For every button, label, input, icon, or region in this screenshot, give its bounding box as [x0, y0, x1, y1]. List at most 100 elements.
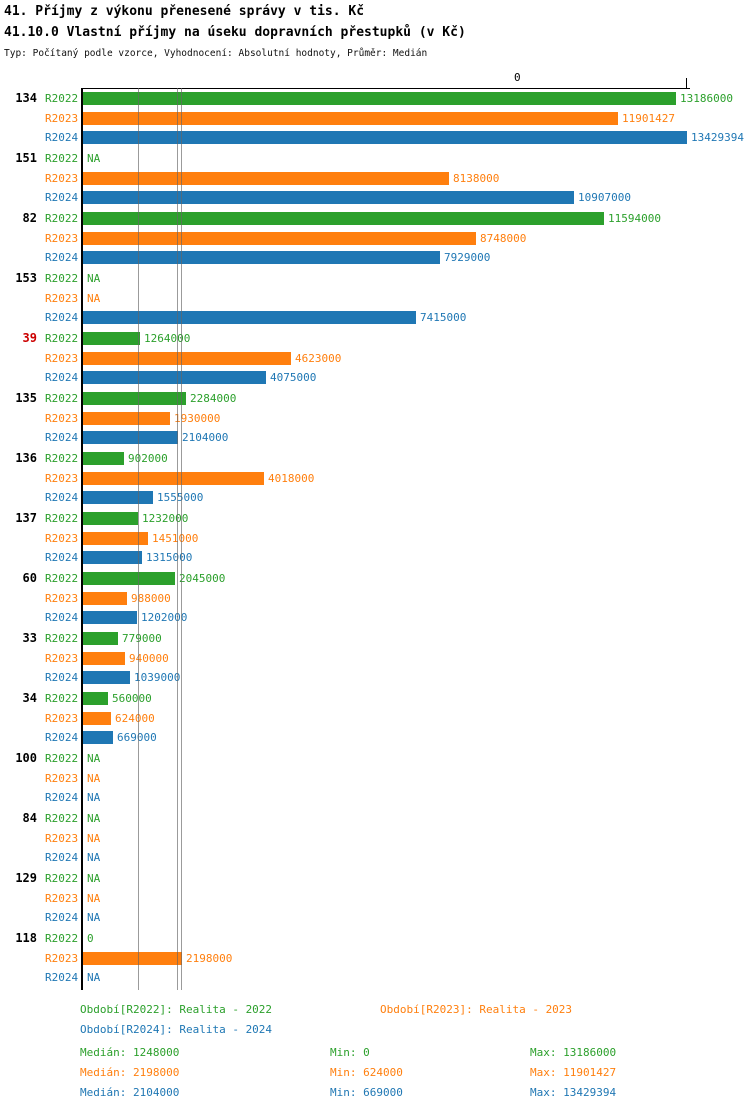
- median-line: [177, 88, 178, 990]
- bar-na-label: NA: [87, 831, 101, 845]
- series-label: R2022: [45, 332, 79, 345]
- bar-value-label: 13429394: [691, 131, 744, 144]
- bar-value-label: 8138000: [453, 171, 500, 185]
- bar-value-label: 2198000: [186, 951, 233, 965]
- bar-na-label: NA: [87, 291, 101, 305]
- bar-value-label: 13186000: [680, 92, 733, 105]
- bar: [83, 651, 125, 665]
- bar-value-label: 1264000: [144, 332, 191, 345]
- series-label: R2024: [45, 791, 79, 804]
- series-label: R2023: [45, 171, 79, 185]
- bar: [83, 632, 118, 645]
- group-label: 39: [22, 331, 37, 345]
- bar: [83, 351, 291, 365]
- bar-value-label: 940000: [129, 651, 169, 665]
- series-label: R2022: [45, 752, 79, 765]
- median-line: [138, 88, 139, 990]
- median-line: [181, 88, 182, 990]
- bar-value-label: 10907000: [578, 191, 631, 204]
- legend-max-2023: Max: 11901427: [530, 1066, 617, 1079]
- bar: [83, 191, 574, 204]
- series-label: R2023: [45, 711, 79, 725]
- bar-na-label: NA: [87, 812, 101, 825]
- series-label: R2023: [45, 771, 79, 785]
- bar: [83, 92, 676, 105]
- series-label: R2024: [45, 971, 79, 984]
- bar: [83, 491, 153, 504]
- group-label: 151: [15, 151, 37, 165]
- series-label: R2023: [45, 951, 79, 965]
- legend-median-2023: Medián: 2198000: [80, 1066, 180, 1079]
- bar: [83, 591, 127, 605]
- bar: [83, 251, 440, 264]
- legend-median-2022: Medián: 1248000: [80, 1046, 180, 1059]
- bar-value-label: 2104000: [182, 431, 229, 444]
- bar-na-label: NA: [87, 771, 101, 785]
- bar-value-label: 4018000: [268, 471, 315, 485]
- series-label: R2022: [45, 812, 79, 825]
- group-label: 33: [22, 631, 37, 645]
- series-label: R2024: [45, 731, 79, 744]
- bar: [83, 512, 138, 525]
- bar: [83, 452, 124, 465]
- top-axis-line: [82, 88, 690, 89]
- series-label: R2023: [45, 111, 79, 125]
- group-label: 100: [15, 751, 37, 765]
- series-label: R2022: [45, 872, 79, 885]
- bar-na-label: NA: [87, 872, 101, 885]
- series-label: R2023: [45, 411, 79, 425]
- bar-na-label: NA: [87, 272, 101, 285]
- group-label: 137: [15, 511, 37, 525]
- bar: [83, 551, 142, 564]
- bar: [83, 671, 130, 684]
- chart-meta-line: Typ: Počítaný podle vzorce, Vyhodnocení:…: [4, 48, 428, 59]
- bar-na-label: NA: [87, 891, 101, 905]
- series-label: R2022: [45, 392, 79, 405]
- bar-na-label: NA: [87, 911, 101, 924]
- bar-value-label: 624000: [115, 711, 155, 725]
- legend-max-2022: Max: 13186000: [530, 1046, 617, 1059]
- group-label: 135: [15, 391, 37, 405]
- series-label: R2024: [45, 431, 79, 444]
- bar: [83, 431, 178, 444]
- series-label: R2022: [45, 212, 79, 225]
- group-label: 129: [15, 871, 37, 885]
- bar-value-label: 1039000: [134, 671, 181, 684]
- bar-value-label: 2045000: [179, 572, 226, 585]
- bar-na-label: 0: [87, 932, 94, 945]
- bar-value-label: 11594000: [608, 212, 661, 225]
- bar: [83, 332, 140, 345]
- series-label: R2022: [45, 92, 79, 105]
- bar: [83, 411, 170, 425]
- bar-na-label: NA: [87, 851, 101, 864]
- series-label: R2023: [45, 891, 79, 905]
- bar: [83, 471, 264, 485]
- bar: [83, 171, 449, 185]
- bar: [83, 111, 618, 125]
- bar-na-label: NA: [87, 791, 101, 804]
- series-label: R2023: [45, 591, 79, 605]
- series-label: R2024: [45, 251, 79, 264]
- axis-zero-label: 0: [514, 71, 521, 84]
- series-label: R2022: [45, 932, 79, 945]
- bar: [83, 531, 148, 545]
- bar-value-label: 11901427: [622, 111, 675, 125]
- series-label: R2022: [45, 512, 79, 525]
- group-label: 134: [15, 91, 37, 105]
- group-label: 84: [22, 811, 37, 825]
- series-label: R2023: [45, 471, 79, 485]
- bar: [83, 231, 476, 245]
- series-label: R2024: [45, 131, 79, 144]
- group-label: 136: [15, 451, 37, 465]
- bar: [83, 692, 108, 705]
- bar-value-label: 1930000: [174, 411, 221, 425]
- series-label: R2024: [45, 371, 79, 384]
- series-label: R2024: [45, 311, 79, 324]
- bar-value-label: 988000: [131, 591, 171, 605]
- series-label: R2023: [45, 351, 79, 365]
- chart-title: 41. Příjmy z výkonu přenesené správy v t…: [4, 4, 365, 19]
- bar: [83, 951, 182, 965]
- bar-value-label: 7415000: [420, 311, 467, 324]
- group-label: 82: [22, 211, 37, 225]
